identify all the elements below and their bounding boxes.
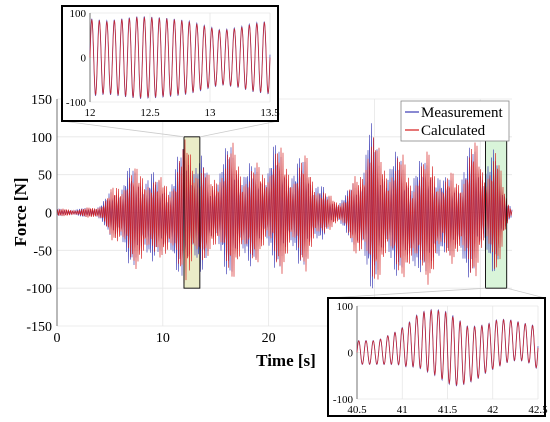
connector-bottom-left	[327, 287, 486, 299]
inset-x-tick-label: 40.5	[347, 404, 367, 416]
y-tick-label: 50	[38, 169, 52, 184]
inset-top-chart: -100 0 100 12 12.5 13 13.5	[61, 5, 280, 122]
y-axis-title: Force [N]	[11, 177, 30, 246]
main-y-ticks: -150 -100 -50 0 50 100 150	[26, 93, 52, 335]
y-tick-label: 0	[45, 207, 52, 222]
inset-frame	[61, 5, 279, 122]
inset-x-tick-label: 12	[85, 107, 96, 119]
zoom-connector-lines	[61, 120, 546, 299]
inset-y-tick-label: 100	[70, 8, 87, 20]
inset-x-tick-label: 42	[487, 404, 498, 416]
legend-label-measurement: Measurement	[421, 105, 503, 121]
highlight-frame-1	[183, 136, 201, 289]
inset-y-tick-label: -100	[333, 394, 354, 406]
inset-x-tick-label: 13	[205, 107, 217, 119]
inset-y-tick-label: -100	[66, 97, 87, 109]
inset-series-calculated	[356, 309, 539, 387]
inset-x-tick-label: 13.5	[260, 107, 280, 119]
main-series	[56, 123, 513, 289]
inset-x-tick-label: 41	[397, 404, 408, 416]
inset-x-tick-label: 42.5	[528, 404, 548, 416]
inset-y-tick-label: 0	[348, 348, 354, 360]
x-tick-label: 10	[156, 331, 170, 346]
inset-y-tick-label: 100	[337, 301, 354, 313]
inset-x-tick-label: 41.5	[438, 404, 458, 416]
x-axis-title: Time [s]	[256, 351, 316, 370]
inset-series-calculated	[89, 16, 271, 99]
connector-top-left	[61, 120, 185, 138]
inset-bottom-chart: -100 0 100 40.5 41 41.5 42 42.5	[327, 297, 548, 417]
inset-frame	[327, 297, 546, 417]
connector-bottom-right	[506, 287, 546, 299]
y-tick-label: -150	[26, 320, 52, 335]
y-tick-label: -50	[33, 244, 52, 259]
x-tick-label: 20	[262, 331, 276, 346]
legend-label-calculated: Calculated	[421, 123, 486, 139]
inset-y-tick-label: 0	[81, 53, 87, 65]
x-tick-label: 0	[54, 331, 61, 346]
y-tick-label: 150	[31, 93, 52, 108]
legend: Measurement Calculated	[400, 100, 510, 142]
legend-box	[400, 100, 510, 142]
connector-top-right	[199, 120, 279, 138]
y-tick-label: -100	[26, 282, 52, 297]
inset-x-tick-label: 12.5	[140, 107, 160, 119]
series-calculated	[56, 137, 513, 285]
y-tick-label: 100	[31, 131, 52, 146]
